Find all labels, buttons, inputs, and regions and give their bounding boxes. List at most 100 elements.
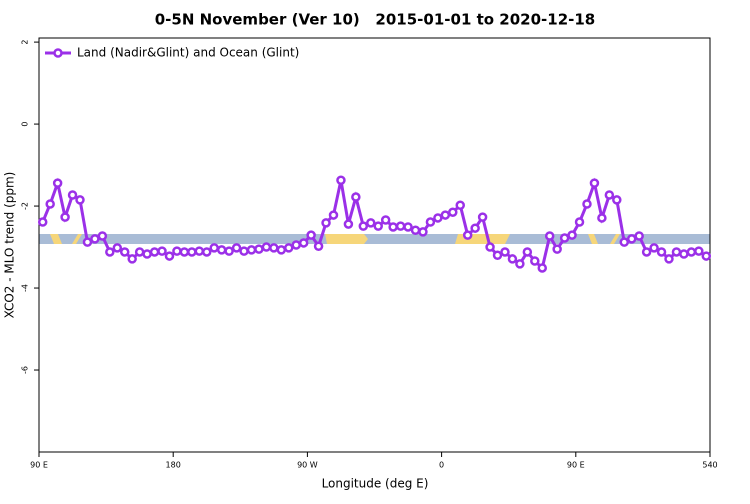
point [373, 221, 383, 231]
point [440, 210, 451, 220]
point [298, 238, 309, 248]
point [462, 230, 473, 240]
point [358, 221, 369, 231]
point [701, 251, 712, 261]
point [45, 199, 55, 209]
point [105, 247, 115, 257]
point [284, 243, 294, 253]
point [246, 245, 257, 255]
y-tick-label: 2 [21, 40, 30, 45]
point [269, 243, 279, 253]
point [641, 247, 652, 257]
x-tick-label: 90 E [567, 461, 585, 470]
surface-band [39, 234, 710, 244]
point [149, 247, 160, 257]
x-tick-label: 540 [702, 461, 717, 470]
y-tick-label: 0 [21, 122, 30, 127]
point [142, 249, 152, 259]
point [537, 263, 547, 273]
point [395, 221, 406, 231]
point [134, 247, 145, 257]
point [82, 237, 93, 247]
point [619, 237, 630, 247]
point [52, 178, 63, 188]
point [604, 190, 615, 200]
point [97, 231, 108, 241]
point [597, 213, 607, 223]
point [60, 212, 70, 222]
land-band [610, 234, 620, 244]
point [127, 254, 137, 264]
point [75, 195, 85, 205]
y-tick-label: -6 [21, 366, 30, 374]
point [179, 247, 190, 257]
point [425, 217, 436, 227]
point [448, 207, 458, 217]
point [455, 200, 465, 210]
point [567, 230, 577, 240]
y-axis-label: XCO2 - MLO trend (ppm) [3, 172, 17, 319]
point [239, 246, 249, 256]
point [313, 241, 324, 251]
point [306, 230, 316, 240]
point [515, 259, 525, 269]
land-band [325, 234, 368, 244]
point [634, 231, 644, 241]
point [276, 245, 287, 255]
point [366, 218, 376, 228]
point [544, 231, 555, 241]
point [612, 195, 622, 205]
point [291, 240, 301, 250]
point [582, 199, 592, 209]
point [261, 242, 272, 252]
point [119, 247, 130, 257]
land-band [72, 234, 82, 244]
point [321, 218, 331, 228]
point [649, 243, 659, 253]
point [410, 225, 421, 235]
point [351, 192, 361, 202]
point [202, 247, 212, 257]
point [157, 246, 167, 256]
legend-marker [53, 48, 63, 58]
point [626, 234, 637, 244]
point [187, 247, 197, 257]
point [530, 256, 540, 266]
point [403, 222, 413, 232]
point [67, 190, 78, 200]
point [656, 247, 667, 257]
point [328, 210, 339, 220]
point [336, 175, 346, 185]
x-tick-label: 180 [166, 461, 181, 470]
point [559, 233, 570, 243]
point [522, 247, 533, 257]
point [224, 246, 234, 256]
point [37, 217, 48, 227]
point [552, 244, 562, 254]
point [209, 243, 219, 253]
point [231, 243, 242, 253]
x-tick-label: 90 E [30, 461, 48, 470]
point [380, 215, 391, 225]
chart-title: 0-5N November (Ver 10) 2015-01-01 to 202… [155, 11, 596, 29]
plot-frame [38, 37, 711, 453]
point [343, 219, 354, 229]
point [477, 212, 488, 222]
x-tick-label: 0 [439, 461, 444, 470]
land-band [50, 234, 62, 244]
point [589, 178, 600, 188]
point [686, 247, 697, 257]
x-tick-label: 90 W [297, 461, 318, 470]
x-axis-label: Longitude (deg E) [322, 477, 429, 491]
point [194, 246, 205, 256]
point [254, 244, 264, 254]
point [90, 234, 100, 244]
y-tick-label: -2 [21, 202, 30, 210]
point [172, 246, 182, 256]
point [507, 254, 518, 264]
point [388, 222, 398, 232]
point [664, 254, 674, 264]
point [500, 247, 510, 257]
point [485, 242, 495, 252]
